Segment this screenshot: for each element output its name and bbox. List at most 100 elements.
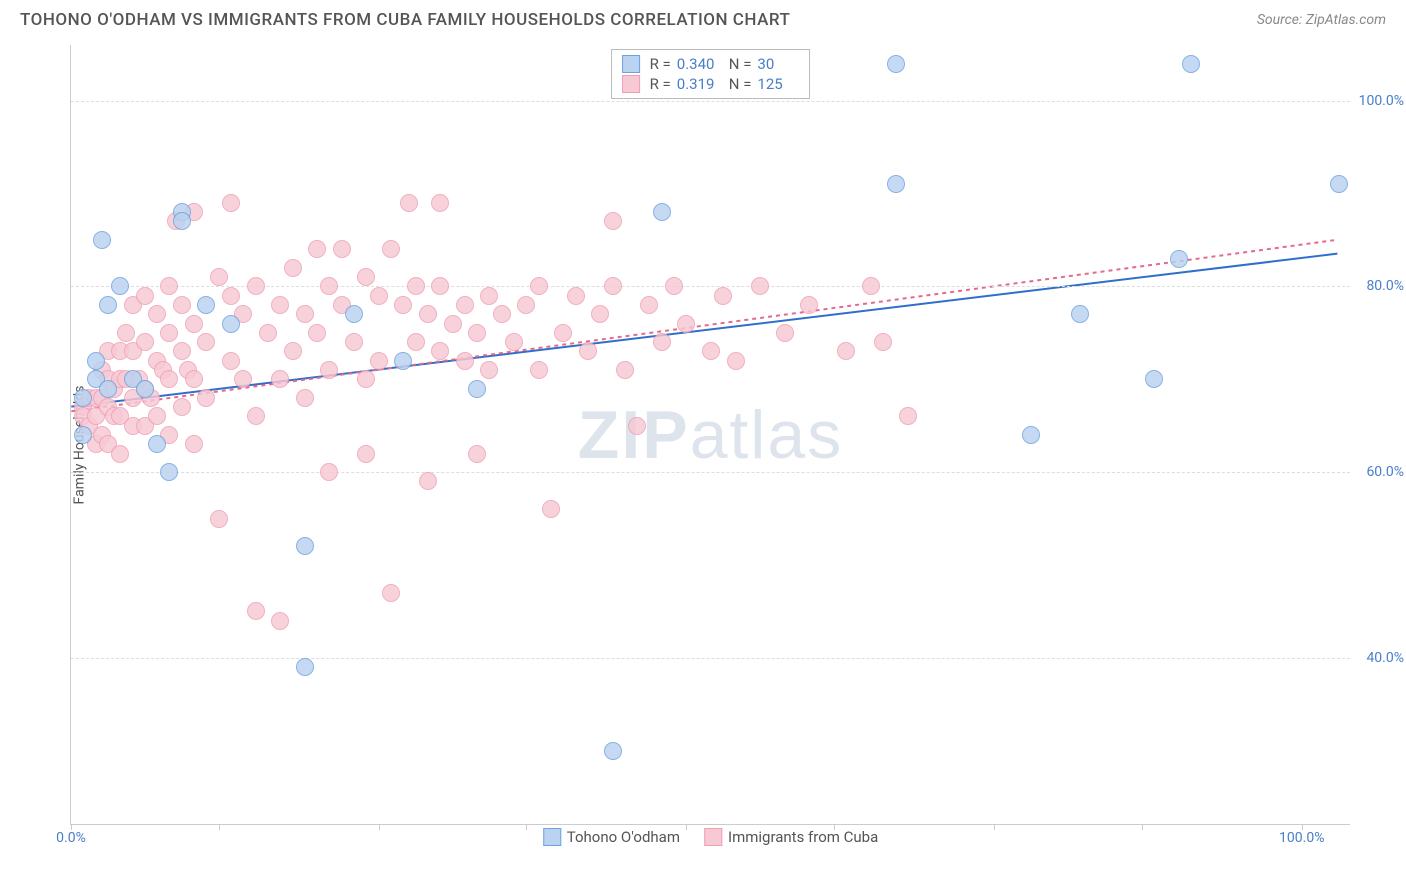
data-point (480, 361, 498, 379)
data-point (887, 175, 905, 193)
ytick-label: 80.0% (1366, 278, 1404, 294)
data-point (887, 55, 905, 73)
stat-r-0: 0.340 (677, 55, 719, 73)
data-point (222, 287, 240, 305)
data-point (259, 324, 277, 342)
stat-n-label: N = (729, 75, 752, 93)
data-point (247, 602, 265, 620)
data-point (579, 342, 597, 360)
data-point (702, 342, 720, 360)
data-point (776, 324, 794, 342)
data-point (271, 296, 289, 314)
data-point (284, 342, 302, 360)
data-point (173, 342, 191, 360)
data-point (271, 370, 289, 388)
data-point (1182, 55, 1200, 73)
data-point (542, 500, 560, 518)
data-point (370, 287, 388, 305)
data-point (296, 658, 314, 676)
xtick-minor (834, 824, 835, 830)
data-point (567, 287, 585, 305)
data-point (247, 277, 265, 295)
data-point (394, 352, 412, 370)
data-point (308, 240, 326, 258)
data-point (197, 296, 215, 314)
data-point (431, 194, 449, 212)
data-point (394, 296, 412, 314)
data-point (357, 268, 375, 286)
ytick-label: 40.0% (1366, 650, 1404, 666)
data-point (296, 537, 314, 555)
data-point (160, 324, 178, 342)
data-point (173, 398, 191, 416)
data-point (751, 277, 769, 295)
data-point (727, 352, 745, 370)
data-point (136, 287, 154, 305)
data-point (296, 389, 314, 407)
data-point (197, 389, 215, 407)
ytick-label: 60.0% (1366, 464, 1404, 480)
data-point (800, 296, 818, 314)
stat-r-label: R = (650, 75, 671, 93)
data-point (628, 417, 646, 435)
data-point (87, 352, 105, 370)
data-point (222, 315, 240, 333)
data-point (173, 296, 191, 314)
data-point (222, 194, 240, 212)
data-point (234, 370, 252, 388)
data-point (296, 305, 314, 323)
data-point (222, 352, 240, 370)
swatch-series-1 (622, 75, 640, 93)
data-point (117, 324, 135, 342)
data-point (1071, 305, 1089, 323)
data-point (591, 305, 609, 323)
ytick-label: 100.0% (1359, 93, 1404, 109)
chart-title: TOHONO O'ODHAM VS IMMIGRANTS FROM CUBA F… (20, 10, 790, 30)
data-point (210, 268, 228, 286)
data-point (604, 212, 622, 230)
legend-label-0: Tohono O'odham (567, 828, 680, 846)
data-point (899, 407, 917, 425)
data-point (468, 445, 486, 463)
data-point (1145, 370, 1163, 388)
data-point (468, 380, 486, 398)
data-point (530, 361, 548, 379)
data-point (320, 277, 338, 295)
data-point (444, 315, 462, 333)
legend-bottom: Tohono O'odham Immigrants from Cuba (543, 828, 879, 846)
gridline-h (71, 472, 1350, 473)
data-point (93, 231, 111, 249)
xtick-minor (994, 824, 995, 830)
xtick-minor (219, 824, 220, 830)
data-point (1330, 175, 1348, 193)
data-point (837, 342, 855, 360)
data-point (210, 510, 228, 528)
data-point (517, 296, 535, 314)
data-point (99, 296, 117, 314)
data-point (99, 380, 117, 398)
xtick (686, 824, 687, 830)
data-point (653, 203, 671, 221)
legend-item-1: Immigrants from Cuba (704, 828, 878, 846)
data-point (407, 333, 425, 351)
data-point (357, 445, 375, 463)
data-point (1170, 250, 1188, 268)
data-point (616, 361, 634, 379)
data-point (160, 463, 178, 481)
plot-area: ZIPatlas R = 0.340 N = 30 R = 0.319 N = … (70, 45, 1350, 825)
data-point (345, 333, 363, 351)
data-point (148, 407, 166, 425)
data-point (111, 445, 129, 463)
stat-n-label: N = (729, 55, 752, 73)
data-point (320, 463, 338, 481)
data-point (136, 380, 154, 398)
data-point (480, 287, 498, 305)
data-point (173, 212, 191, 230)
data-point (1022, 426, 1040, 444)
data-point (382, 584, 400, 602)
legend-swatch-0 (543, 828, 561, 846)
data-point (74, 389, 92, 407)
legend-stats-row-1: R = 0.319 N = 125 (622, 74, 800, 94)
legend-stats-box: R = 0.340 N = 30 R = 0.319 N = 125 (611, 49, 811, 99)
legend-swatch-1 (704, 828, 722, 846)
